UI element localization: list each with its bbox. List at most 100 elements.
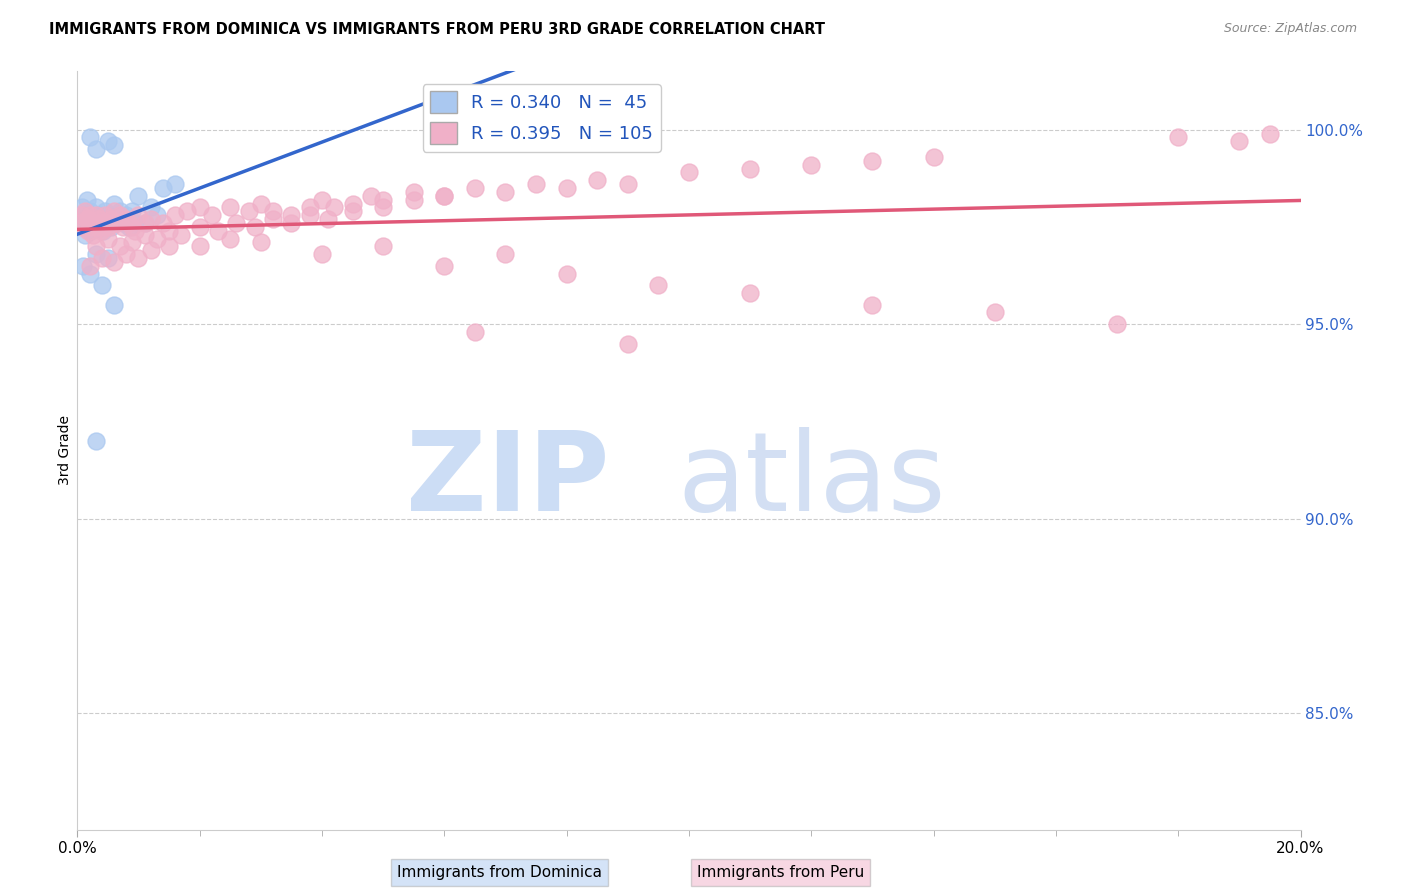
Legend: R = 0.340   N =  45, R = 0.395   N = 105: R = 0.340 N = 45, R = 0.395 N = 105	[423, 84, 661, 152]
Point	[96, 216, 118, 230]
Text: atlas: atlas	[678, 427, 945, 534]
Point	[371, 239, 394, 253]
Point	[69, 208, 91, 222]
Point	[83, 216, 105, 230]
Point	[127, 208, 149, 222]
Point	[464, 325, 486, 339]
Point	[90, 212, 112, 227]
Point	[127, 188, 149, 202]
Point	[647, 278, 669, 293]
Point	[105, 212, 128, 227]
Point	[298, 208, 321, 222]
Point	[188, 201, 211, 215]
Point	[433, 259, 456, 273]
Point	[280, 216, 302, 230]
Point	[79, 130, 101, 145]
Point	[69, 216, 91, 230]
Point	[188, 239, 211, 253]
Point	[678, 165, 700, 179]
Point	[495, 247, 517, 261]
Point	[586, 173, 609, 187]
Point	[1258, 127, 1281, 141]
Point	[740, 285, 762, 300]
Point	[118, 219, 141, 234]
Text: Immigrants from Peru: Immigrants from Peru	[697, 865, 863, 880]
Point	[83, 219, 105, 234]
Point	[165, 177, 187, 191]
Point	[311, 193, 333, 207]
Point	[77, 224, 100, 238]
Point	[250, 235, 273, 250]
Point	[90, 216, 112, 230]
Point	[94, 208, 117, 222]
Point	[103, 138, 125, 153]
Point	[433, 188, 456, 202]
Point	[146, 208, 169, 222]
Text: Immigrants from Dominica: Immigrants from Dominica	[396, 865, 602, 880]
Point	[402, 193, 425, 207]
Point	[139, 212, 162, 227]
Point	[121, 204, 143, 219]
Point	[118, 216, 141, 230]
Point	[73, 204, 96, 219]
Point	[800, 158, 823, 172]
Point	[1167, 130, 1189, 145]
Point	[82, 227, 104, 242]
Point	[105, 216, 128, 230]
Point	[402, 185, 425, 199]
Point	[127, 251, 149, 265]
Point	[72, 259, 94, 273]
Point	[617, 336, 640, 351]
Point	[323, 201, 346, 215]
Point	[70, 208, 93, 222]
Point	[103, 204, 125, 219]
Point	[115, 212, 138, 227]
Point	[298, 201, 321, 215]
Point	[165, 208, 187, 222]
Point	[862, 298, 884, 312]
Point	[86, 219, 108, 234]
Point	[740, 161, 762, 176]
Point	[433, 188, 456, 202]
Point	[152, 216, 174, 230]
Point	[84, 208, 107, 222]
Point	[103, 298, 125, 312]
Point	[97, 251, 120, 265]
Point	[176, 204, 198, 219]
Point	[124, 216, 146, 230]
Point	[90, 219, 112, 234]
Point	[76, 212, 98, 227]
Point	[77, 216, 100, 230]
Point	[90, 224, 112, 238]
Point	[139, 244, 162, 258]
Point	[524, 177, 547, 191]
Point	[84, 239, 107, 253]
Point	[316, 212, 339, 227]
Point	[280, 208, 302, 222]
Point	[342, 204, 364, 219]
Point	[134, 227, 156, 242]
Point	[97, 208, 120, 222]
Point	[115, 208, 138, 222]
Point	[225, 216, 247, 230]
Point	[1107, 317, 1129, 331]
Point	[188, 219, 211, 234]
Point	[112, 219, 135, 234]
Point	[862, 153, 884, 168]
Point	[80, 219, 103, 234]
Point	[103, 255, 125, 269]
Point	[73, 227, 96, 242]
Point	[97, 219, 120, 234]
Point	[219, 231, 242, 245]
Point	[219, 201, 242, 215]
Point	[72, 219, 94, 234]
Point	[922, 150, 945, 164]
Text: ZIP: ZIP	[406, 427, 609, 534]
Point	[124, 224, 146, 238]
Point	[134, 216, 156, 230]
Point	[100, 219, 122, 234]
Point	[108, 239, 131, 253]
Point	[262, 204, 284, 219]
Point	[121, 219, 143, 234]
Point	[91, 219, 114, 234]
